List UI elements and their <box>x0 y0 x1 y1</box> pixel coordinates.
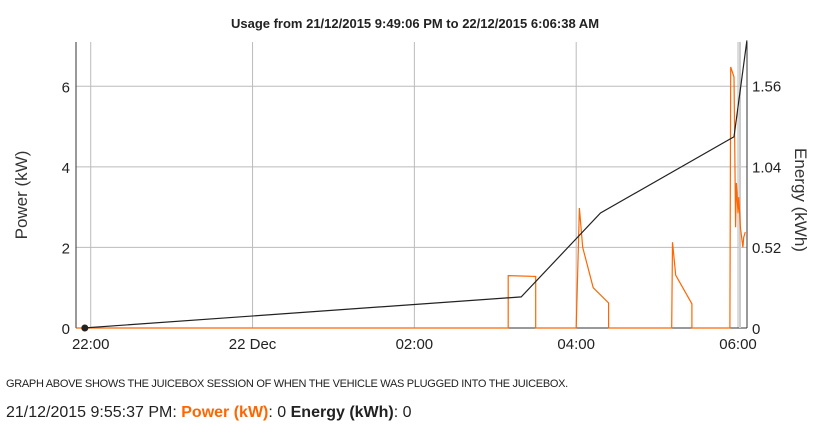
y-left-tick-label: 4 <box>62 160 70 177</box>
chart-title: Usage from 21/12/2015 9:49:06 PM to 22/1… <box>231 16 599 31</box>
x-tick-label: 04:00 <box>557 336 595 353</box>
x-tick-label: 22 Dec <box>229 336 277 353</box>
y-right-tick-label: 0 <box>752 321 760 338</box>
y-right-tick-label: 0.52 <box>752 240 781 257</box>
readout-power-value: : 0 <box>268 404 287 421</box>
usage-chart[interactable]: Usage from 21/12/2015 9:49:06 PM to 22/1… <box>0 0 830 370</box>
readout-time: 21/12/2015 9:55:37 PM: <box>6 404 177 421</box>
readout-energy-label: Energy (kWh) <box>290 404 394 421</box>
graph-note: GRAPH ABOVE SHOWS THE JUICEBOX SESSION O… <box>6 378 568 390</box>
series-line-energy-kwh <box>83 40 748 329</box>
hover-readout: 21/12/2015 9:55:37 PM: Power (kW): 0 Ene… <box>6 404 412 422</box>
readout-energy-value: : 0 <box>393 404 412 421</box>
y-right-tick-label: 1.56 <box>752 79 781 96</box>
x-tick-label: 02:00 <box>396 336 434 353</box>
x-tick-label: 22:00 <box>72 336 110 353</box>
readout-power-label: Power (kW) <box>181 404 269 421</box>
y-left-tick-label: 6 <box>62 79 70 96</box>
y-right-axis-label: Energy (kWh) <box>791 148 810 252</box>
y-left-axis-label: Power (kW) <box>12 151 31 240</box>
y-left-tick-label: 2 <box>62 240 70 257</box>
series-line-power-kw <box>76 66 746 329</box>
y-left-tick-label: 0 <box>62 321 70 338</box>
y-right-tick-label: 1.04 <box>752 159 781 176</box>
x-tick-label: 06:00 <box>719 336 757 353</box>
hover-marker <box>81 324 89 332</box>
